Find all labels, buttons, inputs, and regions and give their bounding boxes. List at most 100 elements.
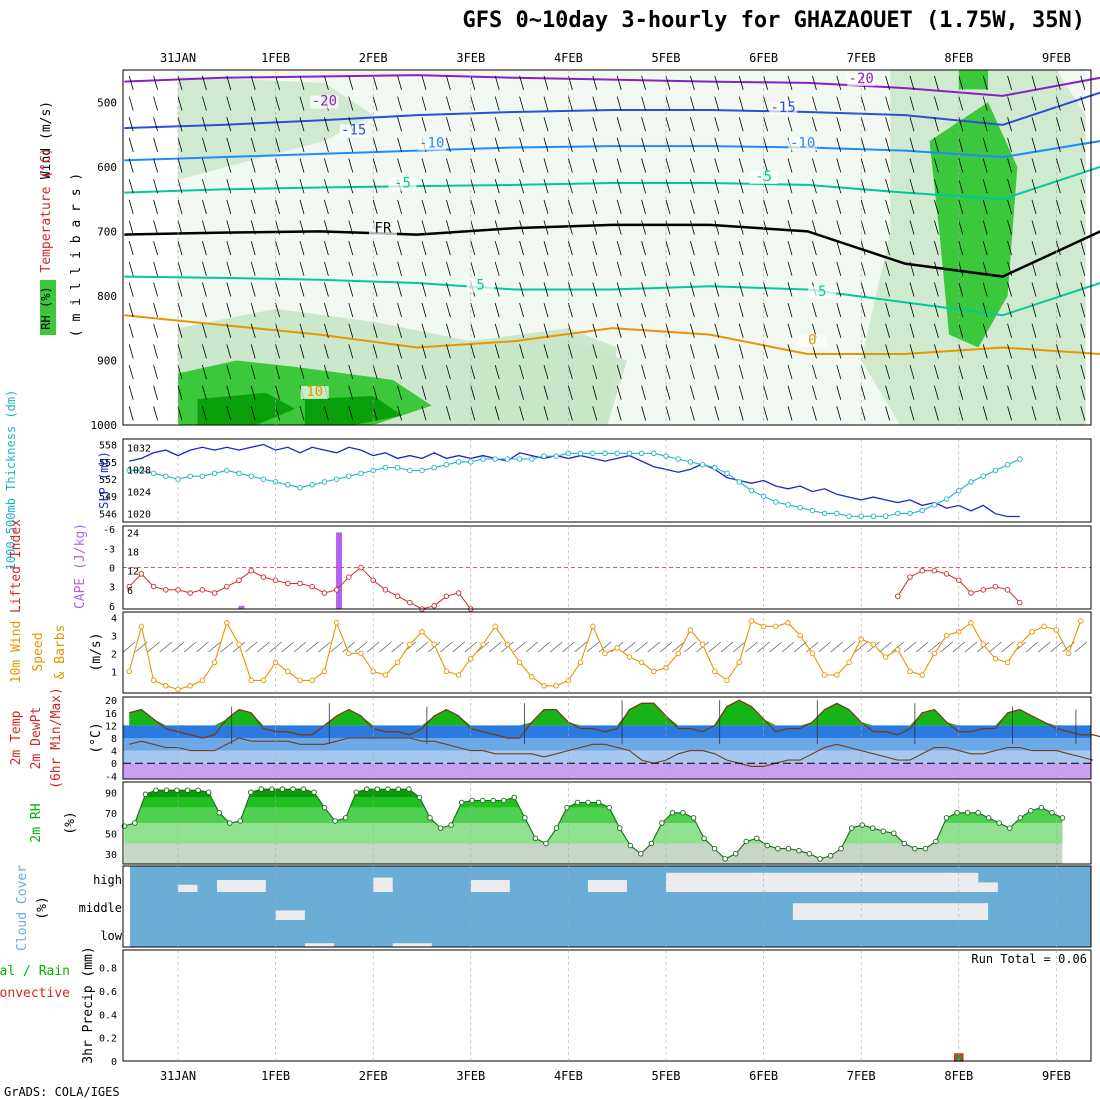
wind-barb (348, 75, 354, 91)
wind-barb (543, 323, 549, 338)
contour-label: 0 (808, 332, 816, 348)
wind-barb (738, 261, 744, 276)
thickness-line-point (602, 450, 608, 457)
wind-barb (616, 158, 622, 173)
wind-barb (568, 344, 573, 359)
wind-barb (592, 344, 598, 359)
surface-wind-barb (879, 641, 892, 653)
wind-barb (738, 364, 744, 380)
wind-barb (690, 261, 695, 276)
wind-barb (1080, 220, 1086, 235)
wind-barb (714, 241, 720, 256)
wind-barb (1031, 179, 1037, 194)
date-label-bottom: 6FEB (749, 1069, 778, 1083)
thickness-line-point (675, 456, 681, 462)
thickness-line-point (614, 450, 620, 457)
temperature-contour (124, 223, 1100, 278)
wind-barb (763, 364, 768, 380)
wind-barb (226, 241, 232, 256)
wind-barb (812, 179, 817, 194)
wind-barb (665, 96, 671, 111)
wind-barb (934, 344, 939, 359)
wind-tick: 4 (111, 613, 117, 624)
wind-barb (714, 261, 720, 276)
wind-barb (397, 220, 402, 235)
wind-barb (812, 241, 817, 256)
wind-barb (397, 199, 402, 214)
wind-barb (616, 220, 622, 235)
wind-barb (324, 282, 329, 297)
wind-speed-line-point (699, 641, 706, 648)
wind-barb (494, 220, 500, 235)
wind-barb (421, 117, 427, 132)
wind-barb (494, 117, 500, 132)
wind-tick: 1 (111, 667, 117, 678)
wind-speed-line-point (419, 629, 425, 635)
wind-barb (812, 261, 817, 276)
wind-speed-line-point (895, 647, 901, 653)
wind-barb (1031, 241, 1037, 256)
axis-label-temp2m-unit: (°C) (89, 722, 104, 753)
wind-barb (494, 199, 500, 214)
panel-frame (122, 781, 1092, 865)
temp-tick: 16 (105, 709, 117, 720)
wind-speed-line-point (553, 683, 559, 689)
thickness-line-point (748, 487, 755, 494)
wind-barb (324, 241, 329, 256)
wind-barb (177, 364, 183, 380)
wind-barb (641, 199, 646, 214)
wind-speed-line-point (882, 654, 889, 660)
wind-speed-line-point (199, 677, 206, 684)
wind-barb (885, 282, 890, 297)
lifted-index-line-point (455, 590, 462, 596)
wind-barb (958, 282, 964, 297)
wind-barb (250, 241, 256, 256)
wind-barb (177, 282, 183, 297)
wind-barb (226, 364, 232, 380)
wind-barb (738, 282, 744, 297)
rh-line-point (1038, 804, 1045, 811)
thickness-line-point (431, 464, 437, 471)
cloud-block (178, 884, 198, 892)
wind-barb (665, 406, 671, 421)
wind-barb (738, 158, 744, 173)
wind-barb (543, 96, 549, 111)
wind-barb (543, 344, 549, 359)
wind-barb (153, 406, 158, 421)
wind-barb (592, 75, 598, 91)
wind-barb (519, 117, 524, 132)
wind-barb (885, 158, 890, 173)
date-label-top: 8FEB (944, 51, 973, 65)
wind-barb (372, 158, 378, 173)
wind-barb (470, 117, 476, 132)
wind-barb (1031, 220, 1037, 235)
wind-speed-line-point (431, 641, 437, 648)
cloud-block (304, 943, 335, 948)
contour-label-bg (769, 101, 798, 115)
wind-barb (1056, 158, 1061, 173)
rh-line-point (395, 786, 402, 792)
wind-barb (860, 220, 866, 235)
surface-wind-barb (647, 641, 661, 653)
thickness-line-point (992, 467, 999, 474)
rh-line-point (848, 825, 855, 831)
wind-barb (275, 158, 280, 173)
rh-line-point (279, 786, 286, 792)
wind-barb (1080, 323, 1086, 338)
wind-speed-line-point (516, 659, 523, 666)
wind-barb (494, 282, 500, 297)
wind-barb (958, 117, 964, 132)
temp-tick: 0 (111, 759, 117, 770)
wind-barb (226, 158, 232, 173)
wind-barb (909, 96, 915, 111)
thickness-line-point (211, 470, 218, 477)
wind-barb (885, 261, 890, 276)
wind-barb (128, 344, 134, 359)
wind-barb (202, 137, 207, 152)
surface-wind-barb (940, 641, 953, 653)
thickness-line-point (504, 456, 511, 462)
panel-frame (122, 438, 1092, 523)
wind-barb (543, 261, 549, 276)
rh-line-point (132, 820, 138, 826)
wind-speed-line-point (626, 654, 633, 660)
